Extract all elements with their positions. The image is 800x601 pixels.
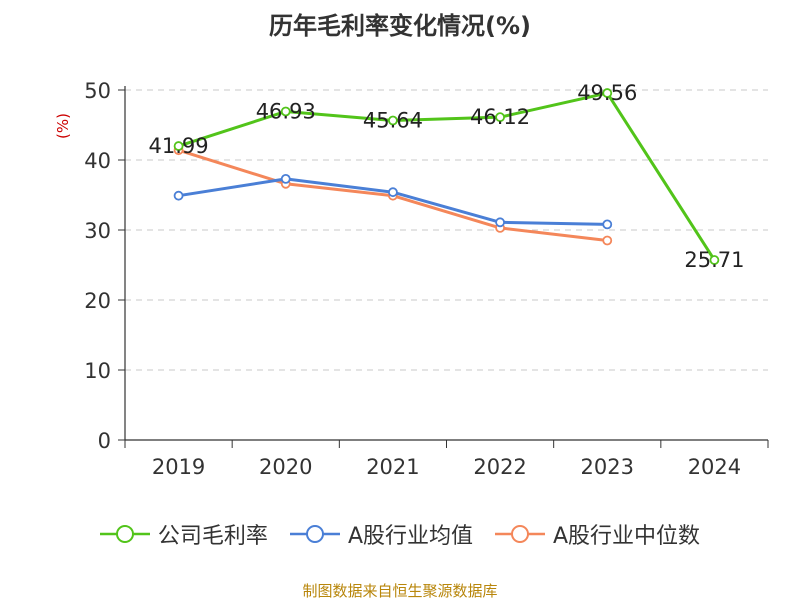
legend-swatch-company-icon <box>99 525 150 543</box>
data-point <box>602 235 613 246</box>
chart-title: 历年毛利率变化情况(%) <box>269 12 531 40</box>
legend-item-industry-mean[interactable]: A股行业均值 <box>289 518 473 550</box>
data-point <box>280 173 291 184</box>
legend-label-company: 公司毛利率 <box>157 524 268 549</box>
y-tick-label: 50 <box>84 79 111 103</box>
legend-label-industry-mean: A股行业均值 <box>347 524 473 549</box>
y-axis-label: (%) <box>54 113 72 139</box>
data-point <box>173 190 184 201</box>
legend-swatch-industry-median-icon <box>495 525 545 543</box>
data-point <box>709 255 720 265</box>
legend-label-industry-median: A股行业中位数 <box>553 524 701 549</box>
data-label: 41.99 <box>149 134 209 158</box>
data-label: 49.56 <box>577 81 637 105</box>
y-tick-label: 30 <box>84 219 111 243</box>
y-tick-label: 40 <box>84 149 111 173</box>
data-label: 25.71 <box>684 248 744 272</box>
data-point <box>602 219 613 230</box>
data-point <box>388 187 398 198</box>
data-label: 46.12 <box>470 105 530 129</box>
data-label: 45.64 <box>363 109 423 133</box>
x-tick-label: 2019 <box>152 455 205 479</box>
y-tick-label: 0 <box>98 429 111 453</box>
series-line-1 <box>178 177 608 226</box>
y-tick-label: 10 <box>84 359 111 383</box>
series-line-0 <box>178 91 716 261</box>
data-point <box>280 106 291 117</box>
legend-swatch-industry-mean-icon <box>289 525 340 543</box>
data-point <box>495 112 505 123</box>
legend-item-industry-median[interactable]: A股行业中位数 <box>495 518 700 550</box>
chart-source-note: 制图数据来自恒生聚源数据库 <box>302 582 498 600</box>
data-point <box>388 115 398 126</box>
data-point <box>495 217 505 228</box>
data-point <box>602 88 613 98</box>
chart-legend: 公司毛利率 A股行业均值 A股行业中位数 <box>0 518 800 550</box>
x-tick-label: 2023 <box>581 455 634 479</box>
y-tick-label: 20 <box>84 289 111 313</box>
legend-item-company[interactable]: 公司毛利率 <box>99 518 268 550</box>
x-tick-label: 2024 <box>688 455 741 479</box>
x-tick-label: 2021 <box>366 455 419 479</box>
data-label: 46.93 <box>256 99 316 123</box>
data-point <box>173 141 184 151</box>
x-tick-label: 2020 <box>259 455 312 479</box>
x-tick-label: 2022 <box>473 455 526 479</box>
